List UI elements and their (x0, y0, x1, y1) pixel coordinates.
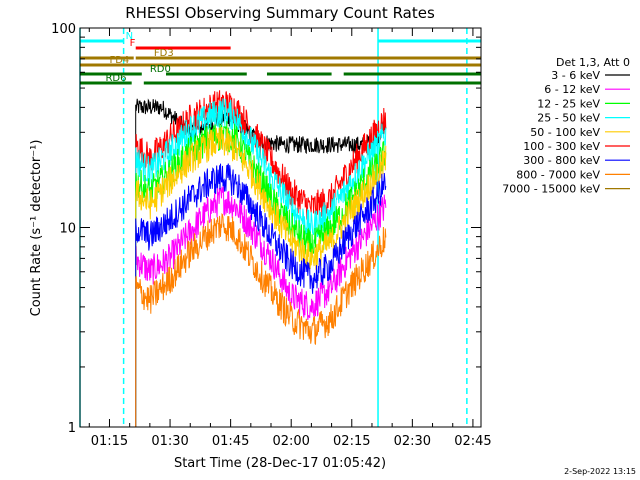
y-tick-label-0: 1 (68, 421, 76, 436)
series-group (135, 90, 387, 427)
legend-label-0: 3 - 6 keV (551, 69, 600, 82)
legend-label-2: 12 - 25 keV (537, 97, 600, 110)
y-axis-label: Count Rate (s⁻¹ detector⁻¹) (29, 140, 44, 317)
legend-label-6: 300 - 800 keV (523, 154, 600, 167)
legend-label-5: 100 - 300 keV (523, 140, 600, 153)
x-tick-label-4: 02:15 (333, 434, 370, 449)
legend-label-3: 25 - 50 keV (537, 112, 600, 125)
x-axis-label: Start Time (28-Dec-17 01:05:42) (174, 456, 386, 471)
series-300-800-kev-line (135, 163, 387, 427)
flag-label-rd0: RD0 (150, 64, 171, 75)
footer-date: 2-Sep-2022 13:15 (564, 467, 636, 476)
y-tick-label-2: 100 (51, 22, 76, 37)
series-50-100-kev-line (135, 127, 387, 427)
series-100-300-kev-line (135, 90, 387, 427)
legend-label-7: 800 - 7000 keV (516, 168, 600, 181)
x-tick-label-3: 02:00 (272, 434, 309, 449)
x-tick-label-2: 01:45 (212, 434, 249, 449)
flag-bars: NF FD3 FD4 RD0 RD6 (80, 31, 481, 85)
x-tick-label-6: 02:45 (454, 434, 491, 449)
series-25-50-kev-line (135, 98, 387, 427)
flag-label-rd6: RD6 (105, 73, 126, 84)
x-tick-label-0: 01:15 (91, 434, 128, 449)
series-6-12-kev-line (135, 186, 387, 427)
axis-ticks: 01:15 01:30 01:45 02:00 02:15 02:30 02:45 1 10 10… (51, 22, 491, 449)
vertical-markers (79, 28, 468, 427)
series-12-25-kev-line (135, 121, 387, 427)
legend-label-8: 7000 - 15000 keV (502, 183, 600, 196)
y-tick-label-1: 10 (59, 222, 76, 237)
x-tick-label-1: 01:30 (151, 434, 188, 449)
legend-label-1: 6 - 12 keV (544, 83, 600, 96)
chart-title: RHESSI Observing Summary Count Rates (125, 4, 435, 22)
flag-label-fd4: FD4 (109, 55, 129, 66)
legend-title: Det 1,3, Att 0 (556, 56, 630, 69)
series-800-7000-kev-line (135, 213, 387, 427)
flag-label-n: N (126, 31, 133, 42)
flag-label-f: F (130, 38, 136, 49)
flag-label-fd3: FD3 (154, 48, 174, 59)
x-tick-label-5: 02:30 (394, 434, 431, 449)
legend-label-4: 50 - 100 keV (530, 126, 600, 139)
